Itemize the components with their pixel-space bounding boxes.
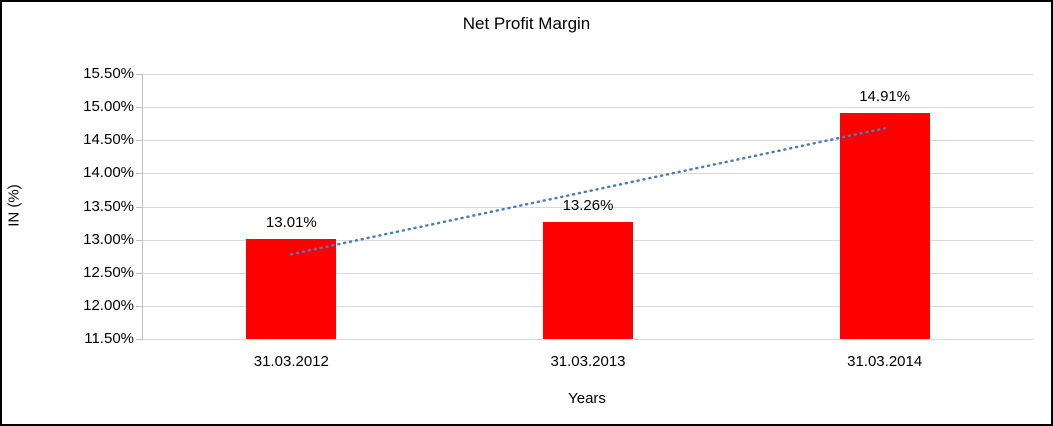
y-tick-label: 12.00% bbox=[83, 296, 134, 314]
y-axis-tick-mark bbox=[136, 107, 143, 109]
bar-31.03.2014 bbox=[839, 113, 930, 339]
y-tick-label: 12.50% bbox=[83, 263, 134, 281]
y-tick-label: 13.50% bbox=[83, 197, 134, 215]
y-axis-tick-mark bbox=[136, 305, 143, 307]
gridline bbox=[143, 107, 1033, 109]
y-tick-label: 14.50% bbox=[83, 131, 134, 149]
bar-31.03.2013 bbox=[543, 222, 633, 339]
y-tick-label: 13.00% bbox=[83, 230, 134, 248]
x-tick-label: 31.03.2013 bbox=[550, 353, 626, 370]
y-tick-label: 11.50% bbox=[84, 330, 134, 347]
y-axis-tick-labels: 15.50% 15.00% 14.50% 14.00% 13.50% 13.00% 12.5… bbox=[42, 65, 134, 347]
y-axis-tick-mark bbox=[136, 272, 143, 274]
y-tick-label: 15.50% bbox=[83, 65, 134, 82]
bar-value-label: 13.26% bbox=[562, 197, 614, 215]
plot-area: 13.01% 31.03.2012 13.26% 31.03.2013 14.91% 31… bbox=[136, 74, 1033, 370]
y-axis-tick-mark bbox=[136, 339, 143, 340]
gridline bbox=[143, 74, 1033, 75]
y-tick-label: 15.00% bbox=[83, 98, 134, 116]
y-axis-tick-mark bbox=[136, 239, 143, 241]
gridline bbox=[143, 339, 1033, 340]
y-axis-title: IN (%) bbox=[5, 184, 23, 227]
y-axis-tick-mark bbox=[136, 206, 143, 208]
x-tick-label: 31.03.2014 bbox=[847, 353, 923, 370]
bar-value-label: 13.01% bbox=[265, 213, 317, 231]
x-tick-label: 31.03.2012 bbox=[253, 353, 329, 370]
y-tick-label: 14.00% bbox=[83, 164, 134, 182]
y-axis-tick-mark bbox=[136, 74, 143, 75]
bar-value-label: 14.91% bbox=[859, 88, 911, 106]
y-axis-tick-mark bbox=[136, 173, 143, 175]
x-axis-title: Years bbox=[568, 390, 606, 407]
bar-31.03.2012 bbox=[246, 238, 337, 339]
chart-title: Net Profit Margin bbox=[462, 14, 591, 33]
y-axis-tick-mark bbox=[136, 140, 143, 142]
